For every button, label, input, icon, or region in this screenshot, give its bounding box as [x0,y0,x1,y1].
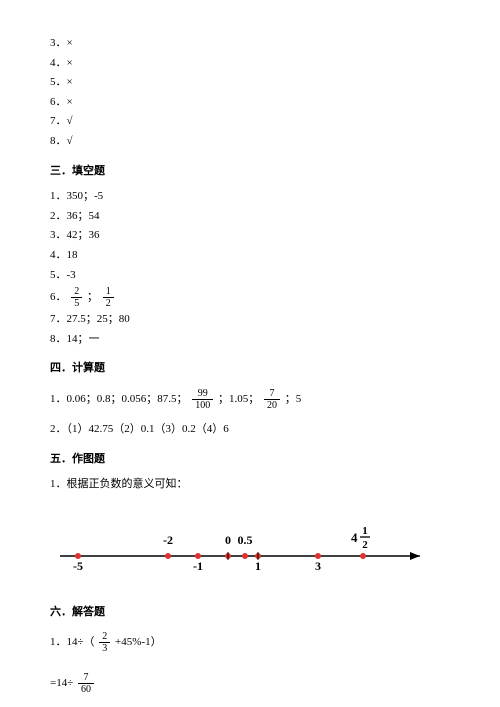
judgment-item: 6．× [50,94,450,112]
calc-row-2: 2．（1）42.75（2）0.1（3）0.2（4）6 [50,421,450,439]
judgment-list: 3．× 4．×5．× 6．×7．√ 8．√ [50,35,450,151]
frac-den: 5 [71,298,82,309]
frac-num: 2 [71,286,82,298]
judgment-item: 7．√ [50,113,450,131]
frac-den: 2 [103,298,114,309]
svg-text:2: 2 [362,539,368,551]
fill-item-4: 4．18 [50,247,450,265]
section-3-title: 三．填空题 [50,163,450,181]
fraction-99-100: 99 100 [192,388,213,411]
section-6-title: 六．解答题 [50,604,450,622]
number-line-svg: -5-2-100.513412 [50,514,430,584]
solve1-suffix: +45%-1） [115,636,162,648]
judgment-item: 4．× [50,55,450,73]
frac-num: 99 [192,388,213,400]
solve-line-1: 1．14÷（ 2 3 +45%-1） [50,631,450,654]
fill-6-prefix: 6． [50,291,67,303]
frac-den: 100 [192,400,213,411]
fill-item-8: 8．14；一 [50,331,450,349]
section-4-title: 四．计算题 [50,360,450,378]
fill-item-2: 2．36；54 [50,208,450,226]
calc1-mid: ；1.05； [218,393,259,405]
frac-num: 2 [99,631,110,643]
solve1-prefix: 1．14÷（ [50,636,95,648]
frac-den: 20 [264,400,280,411]
svg-text:0.5: 0.5 [238,533,253,547]
solve-line-2: =14÷ 7 60 [50,672,450,695]
svg-text:4: 4 [351,530,358,545]
section-5-text: 1．根据正负数的意义可知： [50,476,450,494]
judgment-item: 5．× [50,74,450,92]
fill-6-sep: ； [87,291,98,303]
section-5-title: 五．作图题 [50,451,450,469]
solve2-prefix: =14÷ [50,677,73,689]
calc-row-1: 1．0.06；0.8；0.056；87.5； 99 100 ；1.05； 7 2… [50,388,450,411]
fill-item-7: 7．27.5；25；80 [50,311,450,329]
svg-text:-1: -1 [193,559,203,573]
judgment-item: 8．√ [50,133,450,151]
calc1-prefix: 1．0.06；0.8；0.056；87.5； [50,393,188,405]
svg-text:3: 3 [315,559,321,573]
fraction-7-20: 7 20 [264,388,280,411]
frac-num: 7 [78,672,94,684]
fraction-1-2: 1 2 [103,286,114,309]
svg-text:1: 1 [255,559,261,573]
svg-text:0: 0 [225,533,231,547]
fraction-2-3: 2 3 [99,631,110,654]
fill-item-3: 3．42；36 [50,227,450,245]
fill-item-5: 5．-3 [50,267,450,285]
calc1-suffix: ；5 [285,393,302,405]
section-3-body: 1．350；-5 2．36；54 3．42；36 4．18 5．-3 6． 2 … [50,188,450,348]
frac-den: 60 [78,684,94,695]
number-line-figure: -5-2-100.513412 [50,514,450,584]
svg-text:1: 1 [362,525,368,537]
svg-text:-2: -2 [163,533,173,547]
judgment-item: 3．× [50,35,450,53]
svg-text:-5: -5 [73,559,83,573]
fill-item-6: 6． 2 5 ； 1 2 [50,286,450,309]
frac-num: 1 [103,286,114,298]
fraction-7-60: 7 60 [78,672,94,695]
fraction-2-5: 2 5 [71,286,82,309]
frac-den: 3 [99,643,110,654]
frac-num: 7 [264,388,280,400]
fill-item-1: 1．350；-5 [50,188,450,206]
